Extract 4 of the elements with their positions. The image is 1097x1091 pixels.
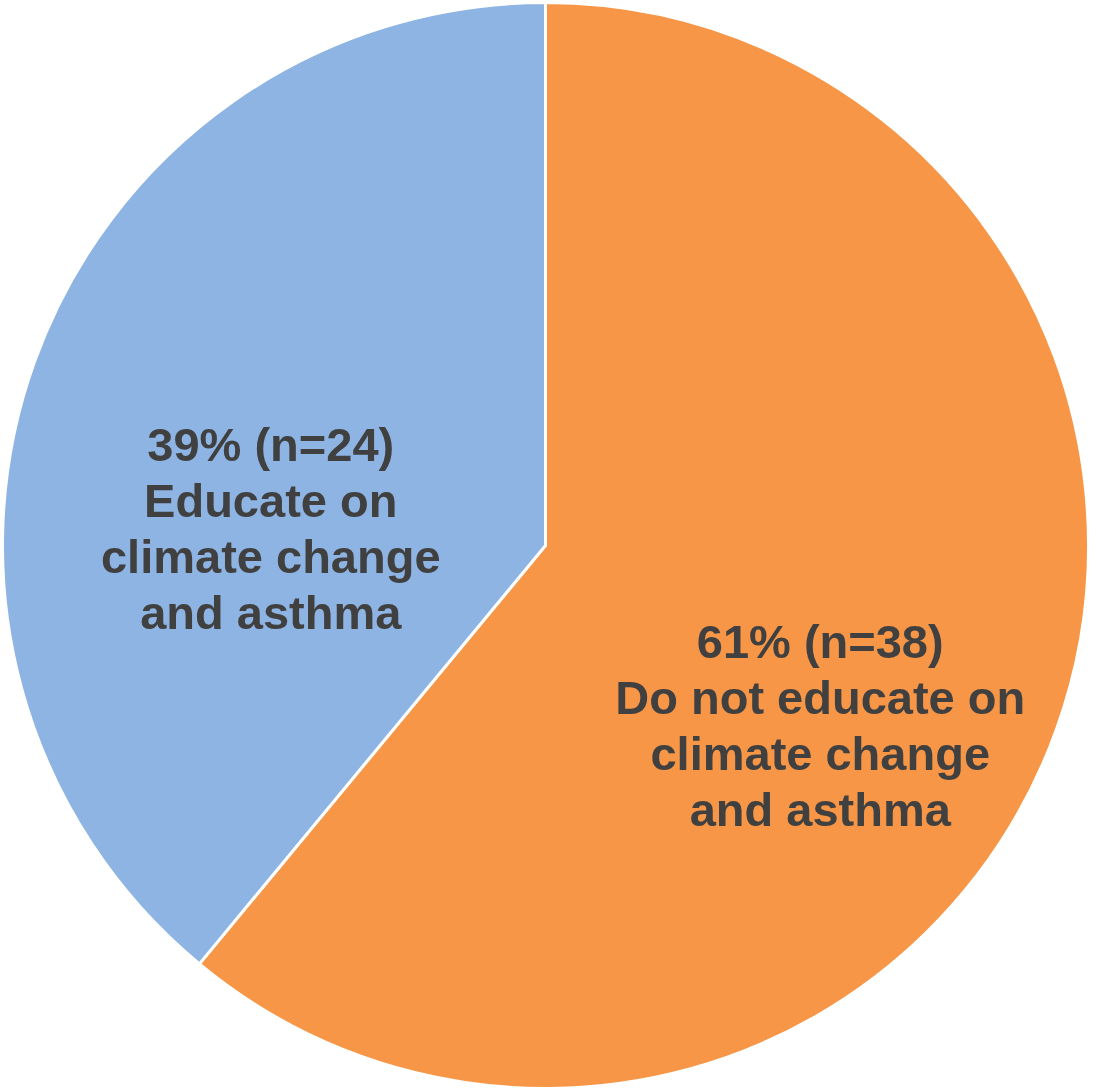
slice-label: Do not educate on climate change and asthma bbox=[615, 671, 1026, 837]
data-label: 61% (n=38) bbox=[696, 615, 944, 669]
slice-label: Educate on climate change and asthma bbox=[100, 473, 441, 639]
data-label: 39% (n=24) bbox=[147, 417, 395, 471]
